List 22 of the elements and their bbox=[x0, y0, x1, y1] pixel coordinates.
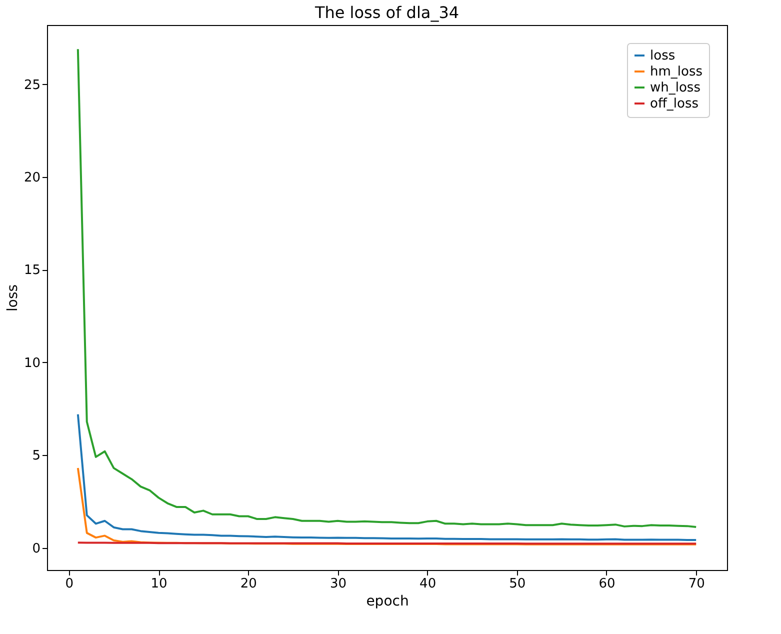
x-axis-title: epoch bbox=[366, 594, 409, 610]
x-tick-label: 20 bbox=[240, 576, 257, 592]
x-tick-label: 50 bbox=[509, 576, 526, 592]
x-tick-label: 30 bbox=[330, 576, 346, 592]
x-tick-label: 70 bbox=[688, 576, 705, 592]
legend-label: wh_loss bbox=[650, 80, 701, 96]
x-tick-label: 10 bbox=[150, 576, 168, 592]
legend-label: loss bbox=[650, 48, 676, 64]
chart-title: The loss of dla_34 bbox=[314, 3, 460, 22]
x-tick-label: 60 bbox=[598, 576, 616, 592]
line-series bbox=[76, 413, 698, 541]
legend-label: off_loss bbox=[650, 96, 699, 112]
y-tick-label: 5 bbox=[32, 448, 40, 464]
legend-label: hm_loss bbox=[650, 64, 703, 80]
y-tick-label: 10 bbox=[24, 356, 40, 371]
y-tick-label: 15 bbox=[24, 263, 40, 278]
x-tick-label: 40 bbox=[420, 576, 436, 592]
y-tick-label: 0 bbox=[32, 541, 40, 556]
y-axis-title: loss bbox=[4, 284, 21, 312]
y-tick-label: 20 bbox=[24, 170, 40, 186]
x-tick-label: 0 bbox=[65, 576, 74, 592]
y-tick-label: 25 bbox=[24, 78, 40, 93]
